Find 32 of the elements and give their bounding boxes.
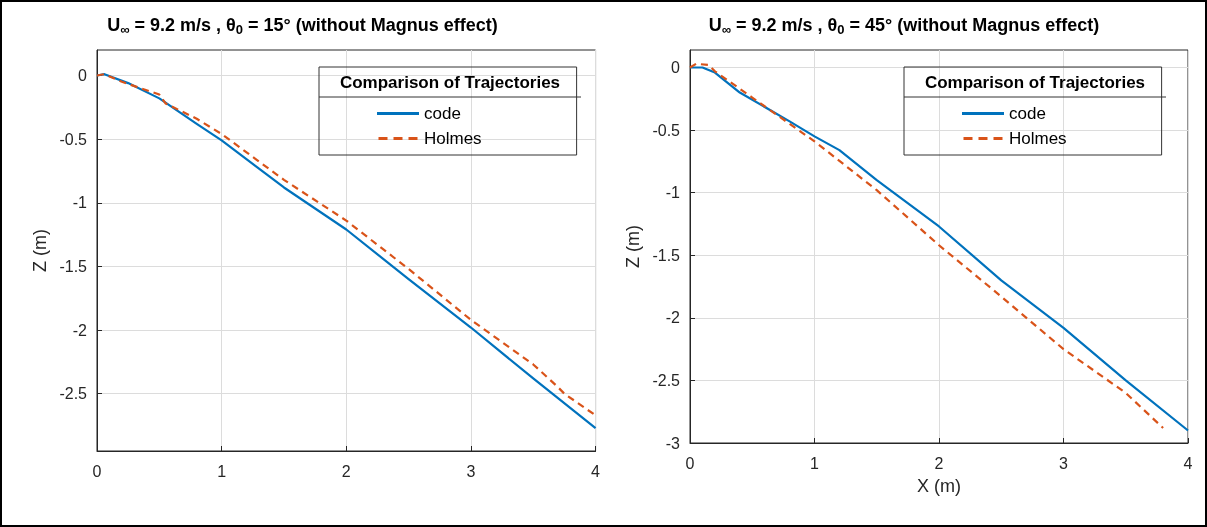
x-tick-label: 0	[92, 462, 102, 480]
y-tick-label: -1.5	[652, 246, 681, 264]
y-tick-label: -2.5	[59, 385, 88, 403]
legend-label: code	[1009, 104, 1046, 123]
y-tick-label: -2	[665, 309, 681, 327]
x-tick-label: 1	[810, 454, 820, 472]
legend-label: Holmes	[1009, 129, 1067, 148]
y-tick-label: -1	[665, 184, 681, 202]
x-tick-label: 2	[341, 462, 351, 480]
y-axis-title: Z (m)	[622, 225, 643, 268]
y-tick-label: -0.5	[59, 130, 88, 148]
x-tick-label: 0	[685, 454, 695, 472]
x-tick-label: 1	[217, 462, 227, 480]
x-tick-label: 3	[466, 462, 476, 480]
x-axis-title: X (m)	[917, 476, 961, 496]
y-axis-title: Z (m)	[29, 229, 50, 272]
y-tick-label: 0	[671, 59, 681, 77]
y-tick-label: -2	[72, 321, 88, 339]
legend-title: Comparison of Trajectories	[924, 73, 1146, 92]
y-tick-label: -1.5	[59, 257, 88, 275]
x-tick-label: 4	[591, 462, 601, 480]
legend-label: code	[424, 104, 461, 123]
y-tick-label: -0.5	[652, 121, 681, 139]
x-tick-label: 2	[934, 454, 944, 472]
x-tick-label: 4	[1183, 454, 1193, 472]
y-tick-label: -3	[665, 434, 681, 452]
y-tick-label: 0	[78, 66, 88, 84]
x-tick-label: 3	[1059, 454, 1069, 472]
y-tick-label: -1	[72, 194, 88, 212]
y-tick-label: -2.5	[652, 371, 681, 389]
legend-title: Comparison of Trajectories	[339, 73, 561, 92]
legend-label: Holmes	[424, 129, 482, 148]
